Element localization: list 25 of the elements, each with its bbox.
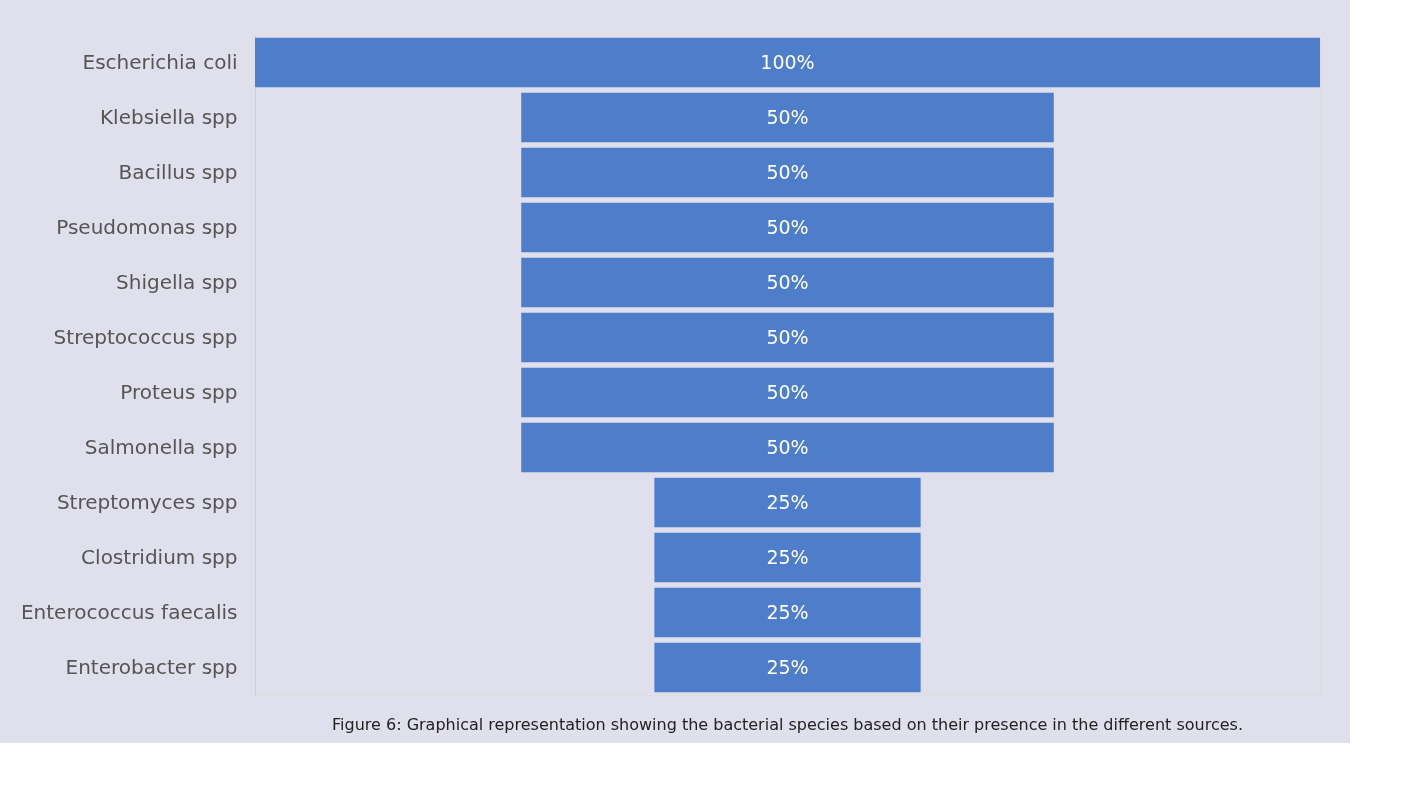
category-label: Streptomyces spp bbox=[56, 489, 238, 514]
category-label: Clostridium spp bbox=[81, 544, 238, 569]
data-label: 50% bbox=[766, 270, 809, 293]
data-label: 25% bbox=[766, 655, 809, 678]
category-label: Pseudomonas spp bbox=[56, 214, 238, 239]
data-label: 25% bbox=[766, 600, 809, 623]
category-label: Proteus spp bbox=[120, 379, 238, 404]
category-label: Shigella spp bbox=[116, 269, 238, 294]
category-label: Enterococcus faecalis bbox=[20, 599, 238, 624]
caption: Figure 6: Graphical representation showing the bacterial species based on their presence in the different sources. bbox=[332, 715, 1243, 734]
category-label: Enterobacter spp bbox=[65, 654, 238, 679]
data-label: 50% bbox=[766, 380, 809, 403]
category-label: Klebsiella spp bbox=[100, 104, 238, 129]
data-label: 100% bbox=[760, 50, 815, 73]
data-label: 50% bbox=[766, 325, 809, 348]
category-label: Streptococcus spp bbox=[53, 324, 238, 349]
data-label: 25% bbox=[766, 545, 809, 568]
data-label: 50% bbox=[766, 105, 809, 128]
data-label: 50% bbox=[766, 160, 809, 183]
category-label: Escherichia coli bbox=[82, 49, 238, 74]
data-label: 50% bbox=[766, 215, 809, 238]
data-label: 25% bbox=[766, 490, 809, 513]
data-label: 50% bbox=[766, 435, 809, 458]
category-label: Salmonella spp bbox=[84, 434, 238, 459]
category-label: Bacillus spp bbox=[118, 159, 238, 184]
